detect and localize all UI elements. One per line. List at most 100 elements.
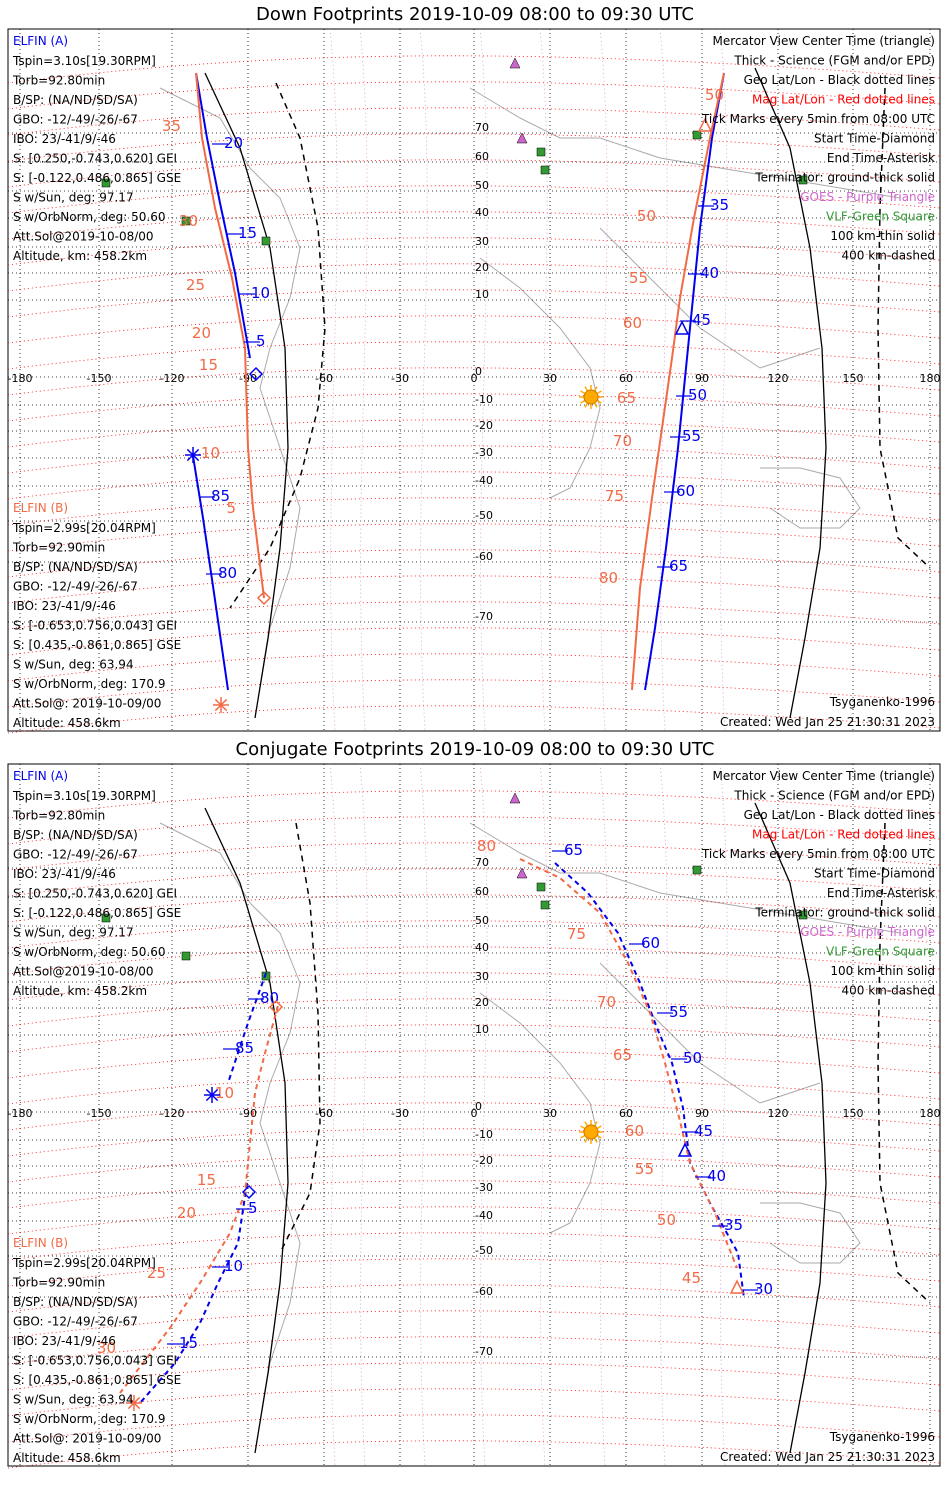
mag-parallel — [7, 185, 941, 214]
mag-parallel — [7, 1310, 941, 1339]
mag-parallel — [7, 445, 941, 474]
track-tick-label: 10 — [201, 444, 220, 462]
lat-label: -40 — [475, 1209, 493, 1222]
vlf-square-icon — [692, 865, 702, 875]
coastline — [159, 87, 301, 389]
start-diamond-icon — [256, 590, 272, 606]
legend-line: VLF-Green Square — [826, 210, 935, 224]
track-tick-label: 65 — [613, 1046, 632, 1064]
track-tick-label: 50 — [657, 1211, 676, 1229]
mag-meridian — [359, 28, 368, 731]
lat-label: 60 — [475, 885, 489, 898]
track-tick-label: 45 — [692, 311, 711, 329]
track-tick-label: 70 — [597, 993, 616, 1011]
coastline — [760, 467, 861, 529]
legend-line: 100 km-thin solid — [830, 229, 935, 243]
track-tick-label: 65 — [564, 841, 583, 859]
mag-parallel — [7, 816, 941, 845]
elfin-a-info-line: GBO: -12/-49/-26/-67 — [13, 113, 138, 127]
elfin-b-info-line: Att.Sol@: 2019-10-09/00 — [13, 697, 161, 711]
coastline — [599, 227, 821, 369]
track-tick-label: 15 — [179, 1334, 198, 1352]
track-tick-label: 55 — [635, 1160, 654, 1178]
elfin-a-info-line: B/SP: (NA/ND/SD/SA) — [13, 828, 138, 842]
track-tick-label: 25 — [147, 1264, 166, 1282]
lon-label: 30 — [543, 372, 557, 385]
lon-label: -150 — [87, 372, 112, 385]
lat-label: -30 — [475, 446, 493, 459]
elfin-b-label: ELFIN (B) — [13, 1236, 68, 1250]
track-tick-label: 40 — [700, 264, 719, 282]
terminator-400km-dashed — [279, 822, 321, 1254]
vlf-square-icon — [798, 175, 808, 185]
track-tick-label: 35 — [162, 117, 181, 135]
terminator-line — [204, 72, 289, 719]
elfin-b-info-line: S w/OrbNorm, deg: 170.9 — [13, 1412, 165, 1426]
elfin-b-info-line: Altitude: 458.6km — [13, 716, 121, 730]
elfin-a-info-line: S w/Sun, deg: 97.17 — [13, 191, 134, 205]
goes-triangle-icon — [516, 132, 528, 144]
lon-label: -90 — [239, 372, 257, 385]
mag-parallel — [7, 1154, 941, 1183]
lat-label: -20 — [475, 419, 493, 432]
lon-label: 90 — [695, 372, 709, 385]
goes-triangle-icon — [516, 867, 528, 879]
lat-label: 40 — [475, 206, 489, 219]
lat-label: 70 — [475, 121, 489, 134]
legend-line: Mercator View Center Time (triangle) — [713, 34, 935, 48]
elfin-a-info-line: Altitude, km: 458.2km — [13, 984, 147, 998]
elfin-a-info-line: Altitude, km: 458.2km — [13, 249, 147, 263]
mag-parallel — [7, 1284, 941, 1313]
lon-label: 90 — [695, 1107, 709, 1120]
lat-label: -10 — [475, 1128, 493, 1141]
elfin-a-label: ELFIN (A) — [13, 34, 68, 48]
end-asterisk-icon — [186, 448, 200, 462]
created-timestamp: Created: Wed Jan 25 21:30:31 2023 — [720, 715, 935, 729]
elfin-b-info-line: S w/OrbNorm, deg: 170.9 — [13, 677, 165, 691]
elfin-a-track — [644, 72, 725, 691]
mag-parallel — [7, 1440, 941, 1469]
lat-label: 0 — [475, 365, 482, 378]
elfin-a-info-line: S w/OrbNorm, deg: 50.60 — [13, 210, 165, 224]
lon-label: 30 — [543, 1107, 557, 1120]
elfin-b-info-line: IBO: 23/-41/9/-46 — [13, 1334, 116, 1348]
lat-label: -50 — [475, 1244, 493, 1257]
lat-label: 50 — [475, 179, 489, 192]
mag-parallel — [7, 1414, 941, 1443]
coastline — [479, 992, 601, 1234]
elfin-a-track — [554, 862, 745, 1299]
legend-line: VLF-Green Square — [826, 945, 935, 959]
mag-parallel — [7, 471, 941, 500]
mag-parallel — [7, 1128, 941, 1157]
mag-parallel — [7, 1024, 941, 1053]
track-tick-label: 10 — [224, 1257, 243, 1275]
track-tick-label: 20 — [224, 134, 243, 152]
sun-ray — [580, 399, 586, 404]
lon-label: 0 — [471, 372, 478, 385]
mag-meridian — [659, 28, 668, 731]
lon-label: -180 — [8, 372, 33, 385]
elfin-a-track — [195, 72, 251, 359]
elfin-b-info-line: S: [0.435,-0.861,0.865] GSE — [13, 1373, 181, 1387]
legend-line: End Time-Asterisk — [827, 151, 935, 165]
track-tick-label: 55 — [669, 1003, 688, 1021]
lon-label: 120 — [768, 372, 789, 385]
lon-label: 60 — [619, 372, 633, 385]
elfin-a-info-line: S: [0.250,-0.743,0.620] GEI — [13, 152, 177, 166]
mag-parallel — [7, 341, 941, 370]
track-tick-label: 5 — [226, 499, 236, 517]
track-tick-label: 20 — [177, 1204, 196, 1222]
end-asterisk-icon — [127, 1396, 141, 1410]
elfin-b-track — [195, 72, 265, 599]
mag-parallel — [7, 1076, 941, 1105]
mag-parallel — [7, 289, 941, 318]
mag-parallel — [7, 549, 941, 578]
lat-label: 30 — [475, 970, 489, 983]
goes-triangle-icon — [509, 792, 521, 804]
mag-parallel — [7, 1362, 941, 1391]
lon-label: -60 — [315, 372, 333, 385]
track-tick-label: 80 — [260, 989, 279, 1007]
lat-label: -60 — [475, 1285, 493, 1298]
sun-icon — [583, 1124, 599, 1140]
lat-label: -20 — [475, 1154, 493, 1167]
